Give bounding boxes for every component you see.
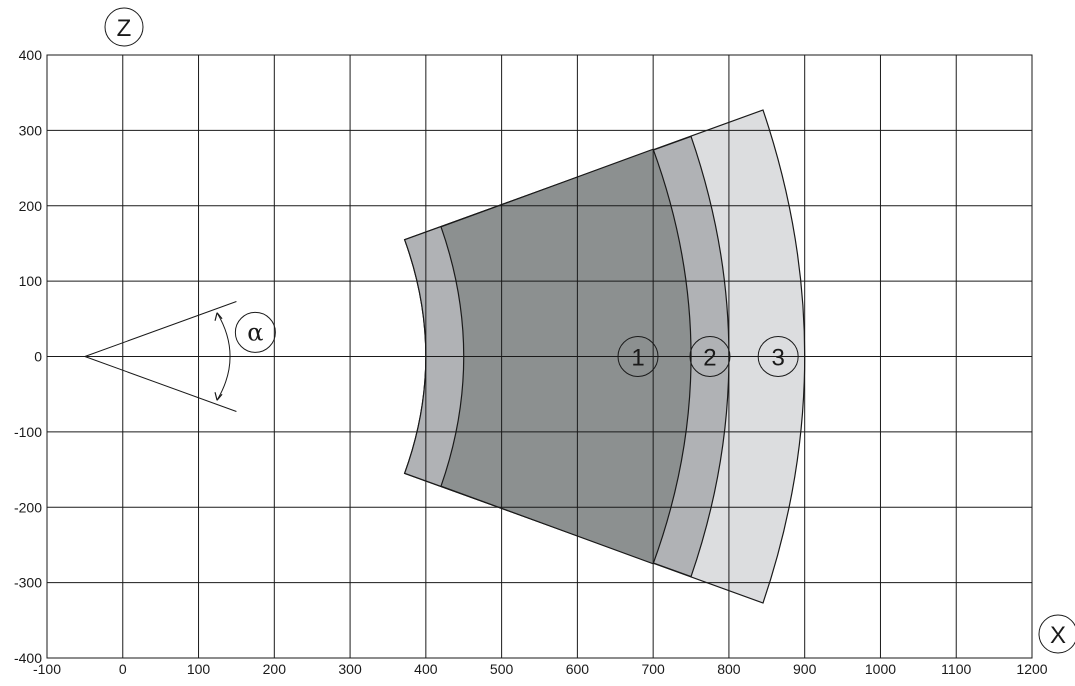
angle-arc bbox=[216, 312, 231, 401]
angle-arrowhead-lower bbox=[214, 392, 223, 401]
x-tick-label: 700 bbox=[641, 661, 665, 677]
z-tick-label: 400 bbox=[19, 47, 43, 63]
x-tick-label: 1200 bbox=[1016, 661, 1047, 677]
svg-text:X: X bbox=[1050, 622, 1066, 649]
x-tick-label: 900 bbox=[793, 661, 817, 677]
x-tick-label: 1000 bbox=[865, 661, 896, 677]
x-tick-label: 300 bbox=[338, 661, 362, 677]
x-tick-label: 800 bbox=[717, 661, 741, 677]
angle-arrowhead-upper bbox=[214, 312, 223, 321]
zone-label-circle bbox=[617, 336, 659, 377]
zone-label-1: 1 bbox=[631, 345, 644, 372]
alpha-label: α bbox=[247, 318, 263, 346]
z-tick-label: -400 bbox=[14, 650, 42, 666]
angle-ray-lower bbox=[84, 356, 237, 412]
grid-lines bbox=[46, 54, 1033, 659]
alpha-circle bbox=[234, 311, 276, 353]
angle-ray-upper bbox=[84, 301, 237, 357]
x-tick-label: 1100 bbox=[941, 661, 971, 677]
x-tick-label: 0 bbox=[119, 661, 127, 677]
z-tick-label: 200 bbox=[19, 198, 43, 214]
zone-label-circle bbox=[757, 336, 799, 377]
svg-text:Z: Z bbox=[117, 15, 132, 42]
zone-label-3: 3 bbox=[771, 345, 784, 372]
z-axis-label: Z bbox=[104, 7, 144, 47]
zone-label-2: 2 bbox=[703, 345, 716, 372]
angle-indicator: α bbox=[84, 301, 276, 412]
plot-frame bbox=[46, 54, 1033, 659]
zone-labels: 1 2 3 bbox=[617, 336, 799, 377]
z-tick-label: -200 bbox=[14, 499, 42, 515]
z-tick-label: 100 bbox=[19, 273, 43, 289]
tick-labels: -100 0 100 200 300 400 500 600 700 800 900 1000 1100… bbox=[14, 47, 1048, 677]
x-tick-label: 200 bbox=[263, 661, 287, 677]
z-tick-label: -100 bbox=[14, 424, 42, 440]
x-tick-label: -100 bbox=[33, 661, 61, 677]
zone-label-circle bbox=[689, 336, 731, 377]
x-axis-label: X bbox=[1038, 614, 1075, 654]
z-tick-label: 0 bbox=[34, 349, 42, 365]
x-tick-label: 400 bbox=[414, 661, 438, 677]
x-tick-label: 500 bbox=[490, 661, 514, 677]
z-tick-label: 300 bbox=[19, 122, 43, 138]
x-tick-label: 100 bbox=[187, 661, 211, 677]
x-tick-label: 600 bbox=[566, 661, 590, 677]
z-tick-label: -300 bbox=[14, 575, 42, 591]
